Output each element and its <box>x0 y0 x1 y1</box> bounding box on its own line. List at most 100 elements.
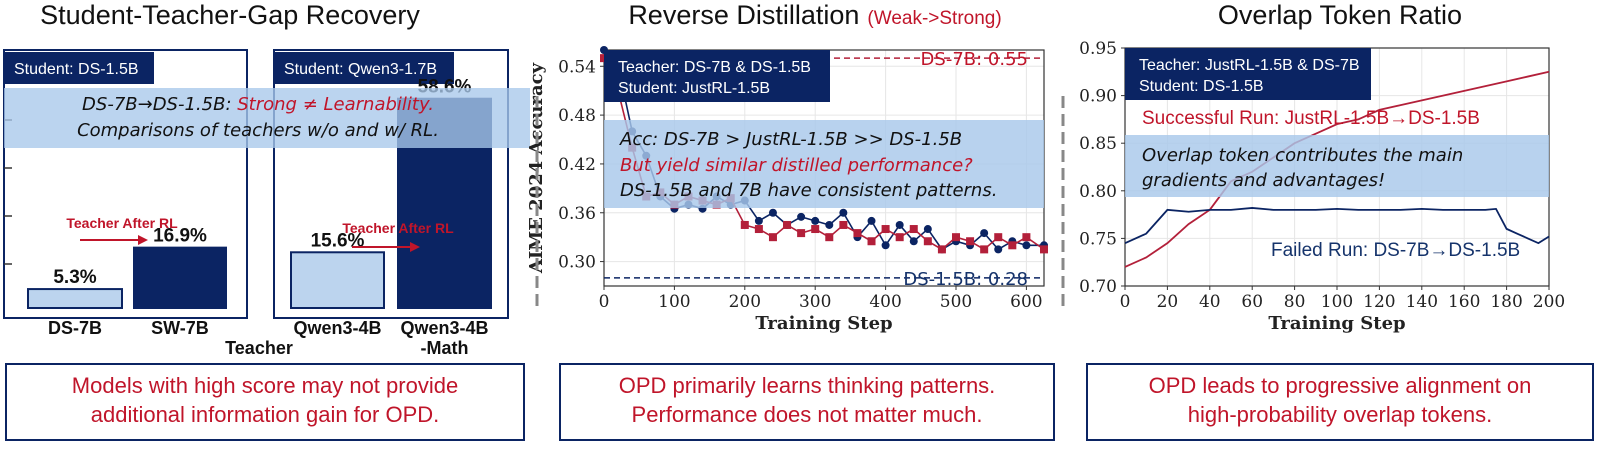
overlay-line1-part-b: Strong ≠ Learnability. <box>237 94 434 115</box>
series-point <box>994 233 1003 242</box>
series-point <box>797 212 806 221</box>
y-tick-label: 0.48 <box>558 106 596 126</box>
panel1-overlay-line2: Comparisons of teachers w/o and w/ RL. <box>77 120 439 141</box>
panel1-overlay <box>4 88 530 148</box>
panel1-overlay-line1: DS-7B→DS-1.5B: Strong ≠ Learnability. <box>82 94 434 115</box>
caption2-line2: Performance does not matter much. <box>632 402 983 427</box>
panel3-title: Overlap Token Ratio <box>1218 0 1462 30</box>
series-point <box>1022 233 1031 242</box>
panel-reverse-distillation: Reverse Distillation (Weak->Strong) 0 100 2… <box>526 0 1048 334</box>
panel2-overlay-line1: Acc: DS-7B > JustRL-1.5B >> DS-1.5B <box>619 129 962 150</box>
caption-box-3: OPD leads to progressive alignment on hi… <box>1086 363 1594 441</box>
series-point <box>1022 241 1031 250</box>
series-point <box>768 208 777 217</box>
series-point <box>825 220 834 229</box>
y-tick-label: 0.85 <box>1079 134 1117 154</box>
caption-box-1: Models with high score may not provide a… <box>5 363 525 441</box>
series-point <box>895 220 904 229</box>
panel3-overlay-line1: Overlap token contributes the main <box>1142 145 1463 166</box>
teacher-after-rl-arrow-left: Teacher After RL <box>66 215 178 245</box>
badge-student-left-text: Student: DS-1.5B <box>14 61 139 78</box>
series-point <box>923 225 932 234</box>
panel3-plot: 0 20 40 60 80 100 120 140 160 180 200 0.70 0.75 0.80 0… <box>1079 39 1565 334</box>
panel3-badge-line1: Teacher: JustRL-1.5B & DS-7B <box>1139 57 1360 74</box>
series-line-1 <box>1124 207 1550 245</box>
series-point <box>1040 245 1048 254</box>
series-point <box>881 225 890 234</box>
panel2-title-tag: (Weak->Strong) <box>867 8 1001 29</box>
x-tick-label: 160 <box>1448 292 1480 312</box>
panel2-badge-line2: Student: JustRL-1.5B <box>618 80 770 97</box>
caption1-line1: Models with high score may not provide <box>72 373 458 398</box>
arrow-label-right: Teacher After RL <box>342 220 454 236</box>
badge-student-right <box>274 52 454 84</box>
x-tick-label: 180 <box>1490 292 1522 312</box>
x-tick-label: 100 <box>658 292 690 312</box>
x-axis-label: Training Step <box>755 313 892 334</box>
panel2-title: Reverse Distillation <box>628 0 859 30</box>
series-point <box>853 229 862 238</box>
series-line-0 <box>1124 70 1550 268</box>
panel1-xlabel: Teacher <box>225 338 293 358</box>
x-tick-label: 60 <box>1241 292 1263 312</box>
x-tick-label: 500 <box>940 292 972 312</box>
series-point <box>825 233 834 242</box>
series-point <box>909 225 918 234</box>
y-tick-label: 0.70 <box>1079 277 1117 297</box>
y-tick-label: 0.36 <box>558 204 596 224</box>
x-tick-label: 20 <box>1157 292 1179 312</box>
badge-student-left <box>4 52 154 84</box>
x-tick-label: 140 <box>1406 292 1438 312</box>
series-point <box>867 237 876 246</box>
series-point <box>811 216 820 225</box>
panel3-badge <box>1125 48 1371 100</box>
series-point <box>867 216 876 225</box>
y-tick-label: 0.30 <box>558 253 596 273</box>
y-tick-label: 0.80 <box>1079 182 1117 202</box>
x-tick-label: 120 <box>1363 292 1395 312</box>
category-label: SW-7B <box>151 318 209 338</box>
caption3-line1: OPD leads to progressive alignment on <box>1149 373 1532 398</box>
annotation-successful-run: Successful Run: JustRL-1.5B→DS-1.5B <box>1142 108 1480 129</box>
caption3-line2: high-probability overlap tokens. <box>1188 402 1493 427</box>
panel1-title: Student-Teacher-Gap Recovery <box>40 0 420 30</box>
series-point <box>768 233 777 242</box>
x-tick-label: 600 <box>1010 292 1042 312</box>
panel3-overlay-line2: gradients and advantages! <box>1142 170 1385 191</box>
category-label: -Math <box>421 338 469 358</box>
teacher-after-rl-arrow-right: Teacher After RL <box>342 220 454 252</box>
series-point <box>952 233 960 242</box>
panel2-overlay-line2: But yield similar distilled performance? <box>620 155 973 176</box>
series-point <box>839 220 848 229</box>
ref-label-high: DS-7B: 0.55 <box>921 49 1028 70</box>
series-point <box>783 220 792 229</box>
caption-box-2: OPD primarily learns thinking patterns. … <box>559 363 1055 441</box>
x-tick-label: 300 <box>799 292 831 312</box>
x-tick-label: 0 <box>599 292 610 312</box>
badge-student-right-text: Student: Qwen3-1.7B <box>284 61 437 78</box>
x-tick-label: 100 <box>1321 292 1353 312</box>
series-point <box>909 237 918 246</box>
x-tick-label: 200 <box>1533 292 1565 312</box>
series-point <box>811 225 820 234</box>
series-point <box>881 241 890 250</box>
series-point <box>895 233 904 242</box>
caption1-line2: additional information gain for OPD. <box>91 402 440 427</box>
overlay-line1-part-a: DS-7B→DS-1.5B: <box>82 94 237 115</box>
bar-ds-7b <box>27 288 123 310</box>
series-point <box>937 245 946 254</box>
panel1-bars: 5.3%DS-7B16.9%SW-7B15.6%Qwen3-4B58.6%Qwe… <box>27 77 492 358</box>
caption2-line1: OPD primarily learns thinking patterns. <box>619 373 996 398</box>
y-tick-label: 0.90 <box>1079 87 1117 107</box>
series-point <box>754 225 763 234</box>
arrow-label-left: Teacher After RL <box>66 215 178 231</box>
x-axis-label: Training Step <box>1268 313 1405 334</box>
x-tick-label: 0 <box>1120 292 1131 312</box>
panel-student-teacher-gap: Student-Teacher-Gap Recovery Student: DS… <box>3 0 530 358</box>
panel3-overlay <box>1125 135 1549 197</box>
annotation-failed-run: Failed Run: DS-7B→DS-1.5B <box>1271 240 1520 261</box>
panel2-overlay-line3: DS-1.5B and 7B have consistent patterns. <box>620 180 997 201</box>
ref-label-low: DS-1.5B: 0.28 <box>903 269 1028 290</box>
y-tick-label: 0.75 <box>1079 229 1117 249</box>
